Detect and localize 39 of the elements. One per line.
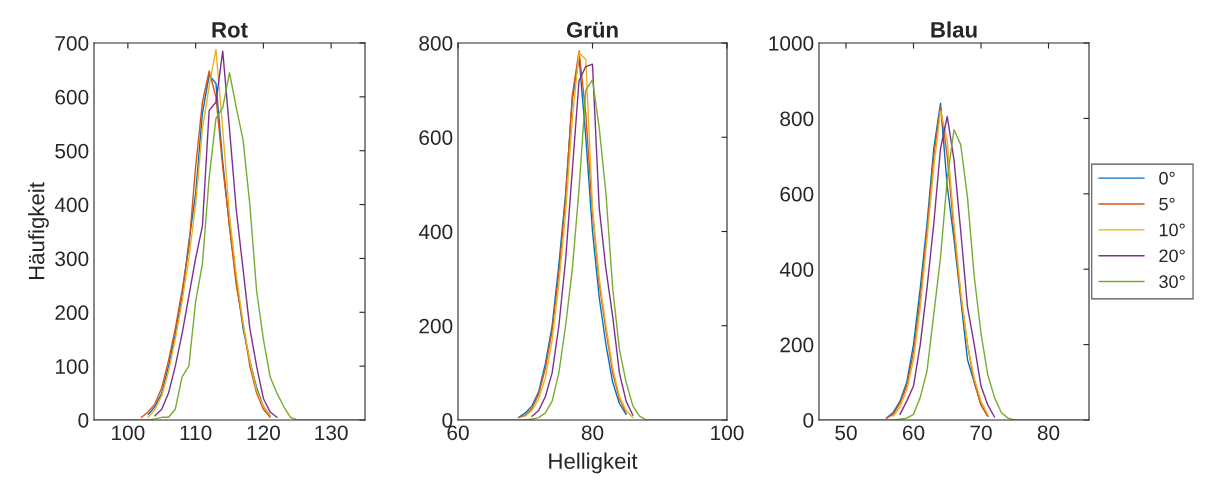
- y-tick-label: 0: [78, 413, 89, 428]
- y-tick-label: 600: [419, 130, 453, 145]
- x-tick-label: 50: [835, 425, 857, 441]
- x-tick-label: 60: [902, 425, 925, 441]
- y-tick-label: 1000: [769, 36, 814, 51]
- legend-label: 20°: [1159, 249, 1185, 263]
- legend-label: 10°: [1159, 223, 1185, 237]
- y-tick-label: 300: [55, 251, 89, 267]
- y-tick-label: 100: [55, 359, 89, 374]
- y-axis-title: Häufigkeit: [28, 182, 49, 280]
- legend-label: 30°: [1159, 275, 1185, 289]
- y-tick-label: 600: [55, 89, 89, 105]
- y-tick-label: 200: [419, 318, 453, 334]
- x-tick-label: 70: [970, 425, 992, 441]
- x-tick-label: 80: [581, 425, 604, 441]
- y-tick-label: 400: [418, 224, 453, 240]
- x-tick-label: 130: [315, 425, 348, 441]
- legend-label: 0°: [1159, 171, 1175, 185]
- y-tick-label: 0: [803, 413, 814, 428]
- y-tick-label: 400: [779, 262, 814, 277]
- y-tick-label: 800: [419, 36, 453, 51]
- legend-label: 5°: [1159, 197, 1175, 211]
- x-tick-label: 100: [711, 425, 744, 441]
- chart-title: Rot: [212, 22, 248, 38]
- chart-title: Grün: [566, 21, 618, 38]
- x-tick-label: 100: [112, 425, 145, 441]
- chart-title: Blau: [931, 21, 977, 38]
- y-tick-label: 600: [780, 186, 814, 202]
- x-axis-title: Helligkeit: [549, 452, 638, 474]
- y-tick-label: 800: [780, 111, 814, 127]
- x-tick-label: 120: [247, 425, 280, 441]
- x-tick-label: 80: [1037, 425, 1060, 441]
- y-tick-label: 200: [55, 305, 89, 321]
- x-tick-label: 110: [180, 425, 212, 441]
- y-tick-label: 200: [780, 337, 814, 353]
- y-tick-label: 500: [55, 143, 89, 159]
- y-tick-label: 700: [55, 36, 89, 51]
- line-series: [899, 115, 996, 418]
- y-tick-label: 400: [54, 197, 89, 213]
